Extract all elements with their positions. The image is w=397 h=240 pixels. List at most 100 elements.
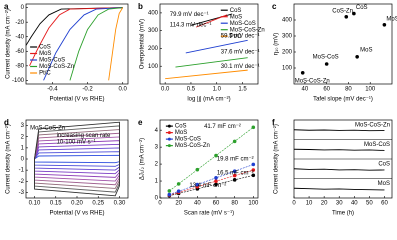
y-axis-label: ΔJ₁/₂ (mA cm⁻²) <box>140 138 146 180</box>
series-line <box>169 127 254 192</box>
x-tick-label: 50 <box>366 201 373 207</box>
legend-label: MoS <box>230 14 242 20</box>
annotation: 16.5 mF cm⁻² <box>217 171 254 177</box>
x-axis-label: Potential (V vs RHE) <box>49 211 104 217</box>
annotation: 13.4 mF cm⁻² <box>189 183 226 189</box>
series-line <box>34 147 120 171</box>
point <box>195 167 200 172</box>
x-tick-label: 0.0 <box>119 87 128 93</box>
y-axis-label: η₁₀ (mV) <box>274 33 280 56</box>
legend-label: MoS-CoS-Zn <box>175 143 210 149</box>
y-tick-label: 2 <box>155 162 159 168</box>
x-tick-label: 60 <box>381 201 388 207</box>
x-tick-label: 0.30 <box>114 201 126 207</box>
x-tick-label: 0.5 <box>187 87 196 93</box>
y-tick-label: -2 <box>19 179 25 185</box>
legend-label: CoS <box>230 8 242 14</box>
y-tick-label: 2 <box>21 134 25 140</box>
x-tick-label: 10 <box>306 201 313 207</box>
point <box>176 182 181 186</box>
y-tick-label: 100 <box>282 66 293 72</box>
point <box>232 169 237 174</box>
legend-label: CoS <box>175 124 187 130</box>
x-tick-label: 80 <box>231 201 238 207</box>
panel-label: e <box>138 118 143 127</box>
x-tick-label: 20 <box>175 201 182 207</box>
panel: f Time (h) Current density (mA cm⁻²) 0 10 20 3… <box>272 118 393 217</box>
panel-label: f <box>272 118 275 127</box>
panel: b log |j| (mA cm⁻²) Overpotential (mV) 0.0 0… <box>138 2 265 102</box>
point <box>195 182 200 187</box>
series-line <box>175 57 248 68</box>
y-tick-label: 100 <box>148 64 159 70</box>
panel: d Potential (V vs RHE) Current density (mA… <box>4 118 129 217</box>
x-tick-label: 40 <box>194 201 201 207</box>
y-tick-label: 0 <box>21 157 25 163</box>
x-axis-label: Scan rate (mV s⁻¹) <box>184 211 234 217</box>
legend-label: Pt/C <box>230 34 242 40</box>
annotation: MoS-CoS-Zn <box>30 125 65 131</box>
y-tick-label: -60 <box>15 49 24 55</box>
strip-label: MoS-CoS-Zn <box>355 123 390 129</box>
y-tick-label: -3 <box>19 190 25 196</box>
point <box>382 23 387 27</box>
series-line <box>34 121 120 197</box>
annotation: 41.7 mF cm⁻² <box>204 124 241 130</box>
point-label: MoS <box>386 16 397 22</box>
point <box>344 14 349 19</box>
x-axis-label: Time (h) <box>332 211 354 217</box>
point <box>355 55 359 59</box>
annotation: increasing scan rate <box>57 133 111 139</box>
legend-label: MoS-CoS <box>39 58 65 64</box>
annotation: 19.8 mF cm⁻² <box>217 157 254 163</box>
point <box>214 153 218 158</box>
point <box>176 189 181 194</box>
point <box>214 179 218 184</box>
point <box>232 139 237 144</box>
y-tick-label: -40 <box>15 34 24 40</box>
x-tick-label: 0.0 <box>161 87 170 93</box>
strip-label: MoS <box>378 181 390 187</box>
series-line <box>293 148 385 151</box>
legend-label: MoS <box>175 130 187 136</box>
y-tick-label: -20 <box>15 20 24 26</box>
point <box>232 173 237 178</box>
series-line <box>185 39 248 54</box>
x-tick-label: 0.10 <box>29 201 41 207</box>
plot-frame <box>293 3 393 85</box>
x-axis-label: log |j| (mA cm⁻²) <box>187 97 230 103</box>
y-tick-label: 3 <box>21 123 25 129</box>
series-line <box>169 174 254 197</box>
y-tick-label: 400 <box>282 18 293 24</box>
series-line <box>34 154 120 164</box>
y-axis-label: Overpotential (mV) <box>140 19 146 69</box>
y-tick-label: -100 <box>12 78 25 84</box>
point-label: MoS-CoS <box>313 55 339 61</box>
point <box>232 178 237 182</box>
series-line <box>293 187 385 191</box>
series-line <box>34 151 120 167</box>
annotation: 30.1 mV dec⁻¹ <box>221 64 260 70</box>
plot-frame <box>25 3 129 85</box>
x-tick-label: 20 <box>321 201 328 207</box>
series-line <box>43 7 123 81</box>
series-line <box>169 164 254 195</box>
legend-label: MoS-CoS-Zn <box>39 64 74 70</box>
x-tick-label: 0.15 <box>50 201 62 207</box>
y-axis-label: Current density (mA cm⁻²) <box>274 124 280 194</box>
x-tick-label: 0.25 <box>92 201 104 207</box>
point <box>324 62 329 66</box>
point <box>300 71 305 75</box>
point <box>251 168 256 172</box>
series-line <box>293 168 385 171</box>
legend-label: MoS <box>39 51 51 57</box>
x-tick-label: 1.0 <box>213 87 222 93</box>
y-tick-label: 200 <box>282 50 293 56</box>
y-axis-label: Current density (mA cm⁻²) <box>6 9 12 79</box>
x-tick-label: -0.4 <box>47 87 58 93</box>
panel-label: c <box>272 2 277 11</box>
point <box>352 11 356 16</box>
x-tick-label: 100 <box>365 87 376 93</box>
series-line <box>69 7 123 81</box>
